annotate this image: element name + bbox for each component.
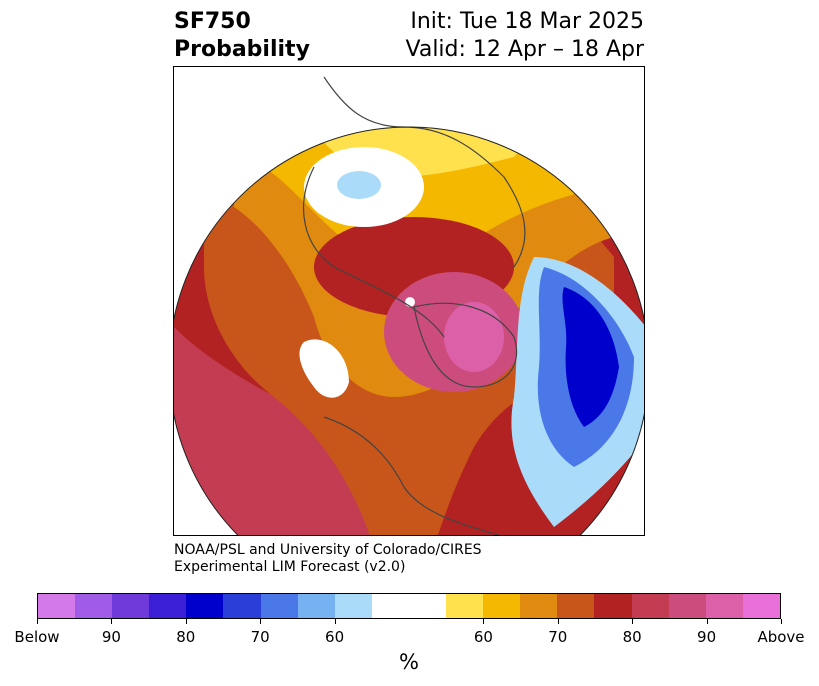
colorbar-segment — [631, 594, 669, 618]
colorbar-tick-label: 70 — [548, 628, 568, 646]
credit-block: NOAA/PSL and University of Colorado/CIRE… — [174, 542, 482, 576]
colorbar-tick-label: 60 — [325, 628, 345, 646]
colorbar-tick-mark — [185, 619, 187, 624]
polar-map — [173, 66, 645, 536]
greenland-outline — [413, 302, 518, 388]
colorbar-segment — [260, 594, 298, 618]
globe-edge — [174, 126, 644, 535]
colorbar-tick-mark — [781, 619, 782, 624]
colorbar-segment — [668, 594, 706, 618]
colorbar-tick-mark — [37, 619, 38, 624]
colorbar — [37, 593, 781, 619]
north-america-coast — [303, 166, 445, 338]
siberian-coast-blue — [514, 91, 545, 118]
colorbar-tick-label: 80 — [176, 628, 196, 646]
greenland-core — [444, 302, 504, 372]
colorbar-tick-label: Above — [757, 628, 805, 646]
title-block-left: SF750 Probability — [174, 8, 310, 64]
us-coast — [323, 416, 500, 535]
colorbar-segment — [112, 594, 150, 618]
eurasia-coast — [323, 76, 526, 268]
colorbar-segment — [483, 594, 521, 618]
atlantic-core-blue — [562, 287, 619, 427]
colorbar-segment — [186, 594, 224, 618]
colorbar-tick-mark — [111, 619, 113, 624]
colorbar-tick-mark — [706, 619, 708, 624]
title-block-right: Init: Tue 18 Mar 2025 Valid: 12 Apr – 18… — [406, 8, 645, 64]
colorbar-segment — [75, 594, 113, 618]
colorbar-tick-mark — [483, 619, 485, 624]
colorbar-segment — [223, 594, 261, 618]
pole-marker — [405, 297, 415, 307]
probability-field — [174, 91, 644, 535]
colorbar-tick-mark — [632, 619, 634, 624]
colorbar-tick-mark — [557, 619, 559, 624]
colorbar-segment — [371, 594, 409, 618]
colorbar-tick-mark — [260, 619, 262, 624]
colorbar-segment — [446, 594, 484, 618]
colorbar-segment — [520, 594, 558, 618]
colorbar-unit: % — [399, 650, 419, 674]
colorbar-tick-label: 90 — [697, 628, 717, 646]
colorbar-segment — [38, 594, 76, 618]
valid-range: Valid: 12 Apr – 18 Apr — [405, 37, 645, 62]
colorbar-tick-label: 90 — [101, 628, 121, 646]
colorbar-tick-label: 80 — [622, 628, 642, 646]
colorbar-segment — [408, 594, 447, 618]
colorbar-tick-label: Below — [14, 628, 60, 646]
colorbar-segment — [705, 594, 743, 618]
init-date: Init: Tue 18 Mar 2025 — [410, 9, 644, 34]
colorbar-tick-label: 70 — [250, 628, 270, 646]
credit-line-2: Experimental LIM Forecast (v2.0) — [174, 559, 406, 575]
credit-line-1: NOAA/PSL and University of Colorado/CIRE… — [174, 542, 482, 558]
colorbar-segment — [334, 594, 372, 618]
colorbar-segment — [594, 594, 632, 618]
colorbar-segment — [557, 594, 595, 618]
coastlines — [174, 76, 644, 535]
pacific-neutral — [299, 339, 349, 398]
colorbar-tick-mark — [334, 619, 336, 624]
colorbar-tick-label: 60 — [473, 628, 493, 646]
map-canvas — [174, 76, 644, 535]
colorbar-segment — [742, 594, 780, 618]
colorbar-segment — [149, 594, 187, 618]
siberia-below — [337, 171, 381, 199]
variable-title: SF750 — [174, 9, 251, 34]
probability-subtitle: Probability — [174, 37, 310, 62]
colorbar-segment — [297, 594, 335, 618]
